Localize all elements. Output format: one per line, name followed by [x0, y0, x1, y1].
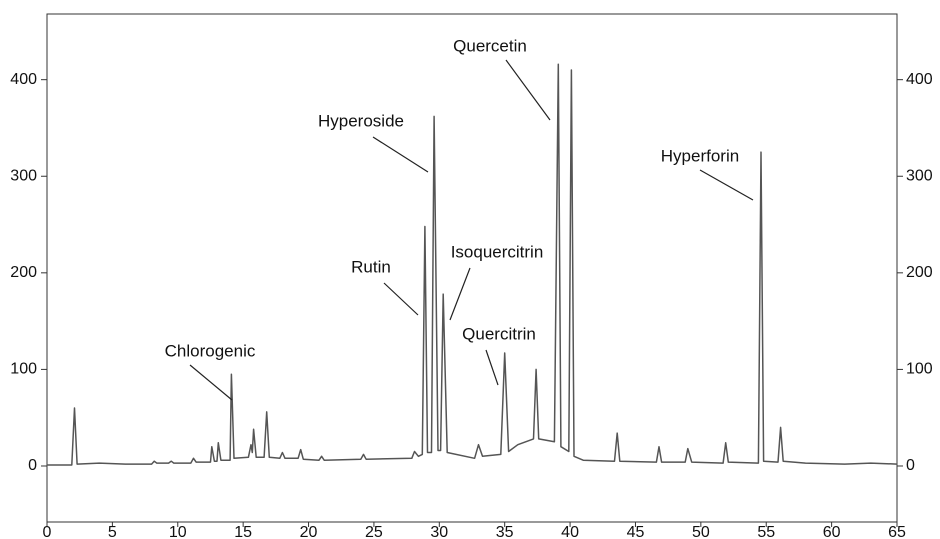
x-tick-label: 55 [757, 524, 775, 539]
leader-line [699, 169, 754, 201]
y-tick-label: 400 [10, 71, 37, 88]
peak-label: Hyperoside [318, 111, 404, 130]
x-tick-label: 5 [108, 524, 117, 539]
peak-label: Hyperforin [661, 146, 739, 165]
y-tick-label: 0 [28, 457, 37, 474]
y2-tick-label: 400 [906, 71, 933, 88]
leader-line [485, 349, 499, 386]
peak-label: Quercetin [453, 36, 527, 55]
y2-tick-label: 100 [906, 361, 933, 378]
leader-line [505, 59, 551, 121]
x-tick-label: 10 [169, 524, 187, 539]
y-tick-label: 200 [10, 264, 37, 281]
x-tick-label: 35 [496, 524, 514, 539]
x-tick-label: 30 [430, 524, 448, 539]
leader-line [449, 267, 471, 321]
x-tick-label: 65 [888, 524, 906, 539]
x-tick-label: 40 [561, 524, 579, 539]
leader-line [383, 282, 419, 316]
peak-label: Quercitrin [462, 324, 536, 343]
y2-tick-label: 300 [906, 167, 933, 184]
x-tick-label: 15 [234, 524, 252, 539]
y2-tick-label: 200 [906, 264, 933, 281]
y-tick-label: 300 [10, 167, 37, 184]
x-tick-label: 0 [43, 524, 52, 539]
peak-label: Chlorogenic [165, 341, 256, 360]
peak-label: Rutin [351, 257, 391, 276]
x-tick-label: 20 [300, 524, 318, 539]
plot-frame [46, 13, 898, 523]
x-tick-label: 50 [692, 524, 710, 539]
leader-line [372, 136, 429, 173]
x-tick-label: 45 [627, 524, 645, 539]
x-tick-label: 60 [823, 524, 841, 539]
peak-label: Isoquercitrin [451, 242, 544, 261]
y-tick-label: 100 [10, 361, 37, 378]
chromatogram-line [47, 63, 898, 466]
x-tick-label: 25 [365, 524, 383, 539]
y2-tick-label: 0 [906, 457, 915, 474]
leader-line [189, 364, 233, 401]
